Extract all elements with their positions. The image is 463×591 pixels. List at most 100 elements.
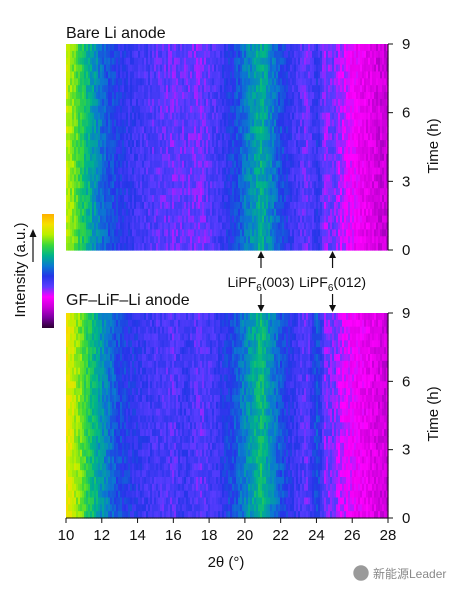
heatmap-cell	[226, 71, 229, 79]
heatmap-cell	[132, 147, 135, 155]
heatmap-cell	[358, 160, 361, 169]
heatmap-cell	[384, 222, 387, 230]
heatmap-cell	[276, 147, 279, 155]
heatmap-cell	[354, 105, 357, 114]
heatmap-cell	[248, 64, 251, 73]
heatmap-cell	[378, 236, 381, 244]
heatmap-cell	[368, 105, 371, 114]
heatmap-cell	[298, 133, 301, 141]
heatmap-cell	[76, 340, 79, 348]
heatmap-cell	[118, 243, 121, 251]
heatmap-cell	[200, 112, 203, 121]
heatmap-cell	[188, 57, 191, 66]
heatmap-cell	[350, 64, 353, 73]
heatmap-cell	[376, 167, 379, 176]
heatmap-cell	[242, 215, 245, 224]
heatmap-cell	[248, 57, 251, 66]
heatmap-cell	[364, 201, 367, 210]
heatmap-cell	[76, 160, 79, 169]
heatmap-cell	[352, 208, 355, 217]
heatmap-cell	[346, 147, 349, 155]
heatmap-cell	[268, 215, 271, 224]
heatmap-cell	[178, 98, 181, 107]
heatmap-cell	[360, 105, 363, 114]
heatmap-cell	[290, 174, 293, 182]
heatmap-cell	[162, 236, 165, 244]
heatmap-cell	[282, 215, 285, 224]
heatmap-cell	[356, 243, 359, 251]
heatmap-cell	[204, 153, 207, 162]
heatmap-cell	[140, 44, 143, 52]
heatmap-cell	[256, 140, 259, 148]
heatmap-cell	[216, 105, 219, 114]
heatmap-cell	[270, 44, 273, 52]
heatmap-cell	[312, 153, 315, 162]
heatmap-cell	[154, 92, 157, 100]
heatmap-cell	[70, 222, 73, 230]
heatmap-cell	[72, 326, 75, 335]
heatmap-cell	[268, 153, 271, 162]
heatmap-cell	[386, 167, 389, 176]
heatmap-cell	[124, 44, 127, 52]
heatmap-cell	[138, 64, 141, 73]
heatmap-cell	[180, 147, 183, 155]
heatmap-cell	[332, 174, 335, 182]
heatmap-cell	[318, 208, 321, 217]
heatmap-cell	[186, 50, 189, 59]
heatmap-cell	[300, 153, 303, 162]
heatmap-cell	[342, 147, 345, 155]
heatmap-cell	[184, 98, 187, 107]
heatmap-cell	[216, 112, 219, 121]
heatmap-cell	[332, 50, 335, 59]
heatmap-cell	[270, 147, 273, 155]
heatmap-cell	[314, 188, 317, 196]
heatmap-cell	[220, 153, 223, 162]
heatmap-cell	[74, 78, 77, 86]
heatmap-cell	[74, 201, 77, 210]
heatmap-cell	[296, 147, 299, 155]
heatmap-cell	[180, 181, 183, 189]
heatmap-cell	[338, 147, 341, 155]
heatmap-cell	[368, 222, 371, 230]
heatmap-cell	[304, 64, 307, 73]
heatmap-cell	[270, 64, 273, 73]
heatmap-cell	[230, 215, 233, 224]
heatmap-cell	[258, 208, 261, 217]
heatmap-cell	[332, 64, 335, 73]
heatmap-cell	[116, 160, 119, 169]
heatmap-cell	[120, 222, 123, 230]
heatmap-cell	[324, 92, 327, 100]
heatmap-cell	[356, 126, 359, 134]
heatmap-cell	[362, 195, 365, 203]
heatmap-cell	[328, 78, 331, 86]
heatmap-cell	[66, 483, 69, 492]
heatmap-cell	[84, 71, 87, 79]
heatmap-cell	[212, 64, 215, 73]
heatmap-cell	[178, 133, 181, 141]
heatmap-cell	[192, 85, 195, 93]
heatmap-cell	[368, 229, 371, 237]
gf-lif-li-heatmap	[66, 313, 389, 519]
heatmap-cell	[304, 243, 307, 251]
heatmap-cell	[278, 147, 281, 155]
heatmap-cell	[88, 167, 91, 176]
heatmap-cell	[230, 126, 233, 134]
heatmap-cell	[316, 243, 319, 251]
heatmap-cell	[128, 208, 131, 217]
heatmap-cell	[84, 188, 87, 196]
heatmap-cell	[214, 57, 217, 66]
heatmap-cell	[194, 222, 197, 230]
heatmap-cell	[290, 236, 293, 244]
heatmap-cell	[104, 140, 107, 148]
heatmap-cell	[282, 64, 285, 73]
heatmap-cell	[288, 222, 291, 230]
heatmap-cell	[132, 160, 135, 169]
heatmap-cell	[330, 64, 333, 73]
heatmap-cell	[328, 140, 331, 148]
heatmap-cell	[226, 153, 229, 162]
heatmap-cell	[376, 236, 379, 244]
heatmap-cell	[340, 195, 343, 203]
heatmap-cell	[246, 98, 249, 107]
heatmap-cell	[214, 105, 217, 114]
heatmap-cell	[346, 133, 349, 141]
